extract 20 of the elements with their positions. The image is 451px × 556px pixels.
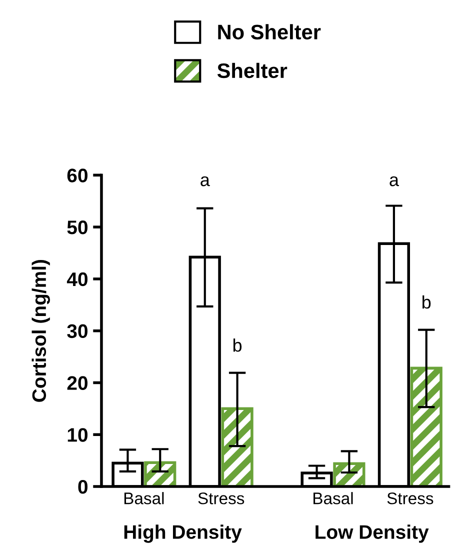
annotation: b bbox=[422, 295, 431, 309]
legend-label: Shelter bbox=[217, 62, 288, 78]
y-axis-title: Cortisol (ng/ml) bbox=[32, 260, 50, 402]
legend-label: No Shelter bbox=[218, 24, 321, 40]
y-tick-label: 10 bbox=[68, 428, 88, 442]
x-tick-label: Stress bbox=[387, 492, 434, 504]
annotation: a bbox=[390, 176, 399, 186]
y-tick-label: 50 bbox=[67, 220, 88, 234]
y-tick-label: 0 bbox=[78, 480, 88, 494]
annotation: b bbox=[233, 338, 242, 352]
text: Low Density bbox=[316, 524, 429, 543]
x-tick-label: Stress bbox=[198, 492, 244, 504]
y-tick-label: 30 bbox=[67, 324, 88, 338]
x-tick-label: Basal bbox=[124, 492, 164, 504]
y-tick-label: 20 bbox=[67, 376, 88, 390]
annotation: a bbox=[200, 176, 210, 186]
y-tick-label: 40 bbox=[66, 272, 88, 286]
y-tick-label: 60 bbox=[67, 168, 88, 182]
x-tick-label: Basal bbox=[314, 492, 353, 504]
text: High Density bbox=[124, 524, 242, 543]
